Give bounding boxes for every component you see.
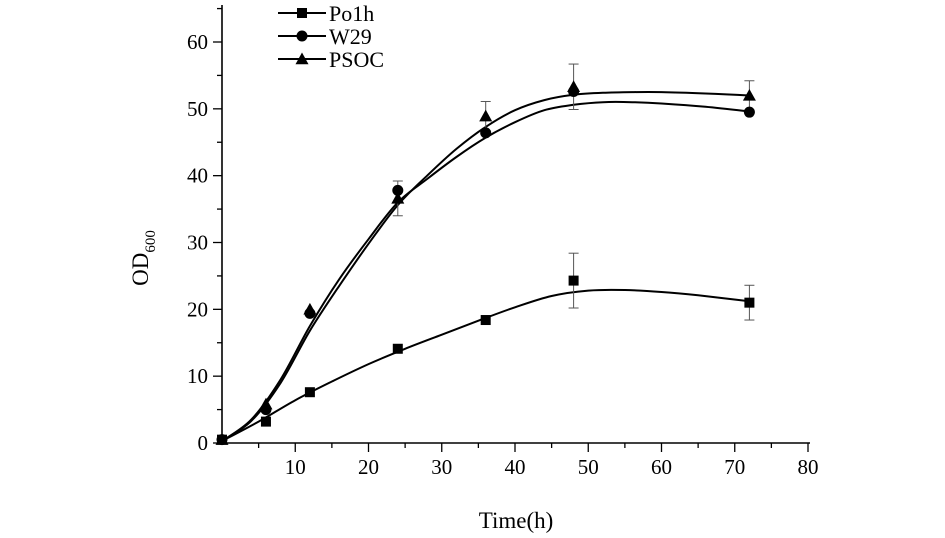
data-point-psoc bbox=[742, 88, 756, 101]
curve-psoc bbox=[221, 90, 750, 442]
legend-item-po1h: Po1h bbox=[278, 1, 374, 26]
curve-po1h bbox=[221, 288, 750, 442]
legend-marker-triangle bbox=[295, 52, 309, 65]
axes: 10 20 30 40 50 60 70 80 0 10 20 30 40 50 60 bbox=[187, 5, 819, 479]
curve-w29 bbox=[221, 100, 750, 442]
data-point-po1h bbox=[744, 297, 755, 308]
legend-label: PSOC bbox=[329, 47, 384, 72]
data-markers bbox=[215, 80, 756, 446]
y-tick-label: 40 bbox=[187, 164, 208, 188]
data-point-psoc bbox=[259, 397, 273, 410]
x-axis-label: Time(h) bbox=[479, 508, 554, 533]
data-point-psoc bbox=[215, 433, 229, 445]
legend-marker-square bbox=[297, 8, 307, 18]
data-point-psoc bbox=[391, 191, 405, 204]
data-point-psoc bbox=[567, 80, 581, 92]
legend-item-psoc: PSOC bbox=[278, 47, 384, 72]
y-tick-label: 30 bbox=[187, 231, 208, 255]
data-point-po1h bbox=[392, 343, 403, 354]
legend-label: W29 bbox=[329, 24, 372, 49]
x-tick-label: 80 bbox=[798, 455, 819, 479]
y-tick-label: 0 bbox=[198, 431, 209, 455]
data-point-w29 bbox=[480, 127, 492, 139]
data-point-po1h bbox=[480, 315, 491, 326]
y-axis-label-subscript: 600 bbox=[143, 230, 159, 253]
data-point-po1h bbox=[304, 387, 315, 398]
x-tick-label: 60 bbox=[651, 455, 672, 479]
data-point-w29 bbox=[743, 106, 755, 118]
y-tick-label: 10 bbox=[187, 364, 208, 388]
fitted-curves bbox=[221, 90, 750, 442]
x-tick-label: 40 bbox=[505, 455, 526, 479]
y-axis-title: OD600 bbox=[128, 230, 159, 286]
y-tick-label: 20 bbox=[187, 297, 208, 321]
data-point-psoc bbox=[303, 302, 317, 315]
data-point-psoc bbox=[479, 109, 493, 122]
data-point-w29 bbox=[392, 184, 404, 196]
y-tick-label: 60 bbox=[187, 30, 208, 54]
y-tick-label: 50 bbox=[187, 97, 208, 121]
x-tick-label: 70 bbox=[724, 455, 745, 479]
y-axis-label-main: OD bbox=[128, 253, 153, 286]
x-tick-label: 30 bbox=[431, 455, 452, 479]
svg-text:OD600: OD600 bbox=[128, 230, 159, 286]
x-tick-label: 20 bbox=[358, 455, 379, 479]
legend-item-w29: W29 bbox=[278, 24, 372, 49]
data-point-po1h bbox=[568, 275, 579, 286]
legend-marker-circle bbox=[296, 30, 308, 42]
data-point-po1h bbox=[260, 416, 271, 427]
x-tick-label: 50 bbox=[578, 455, 599, 479]
x-tick-label: 10 bbox=[285, 455, 306, 479]
legend-label: Po1h bbox=[329, 1, 374, 26]
